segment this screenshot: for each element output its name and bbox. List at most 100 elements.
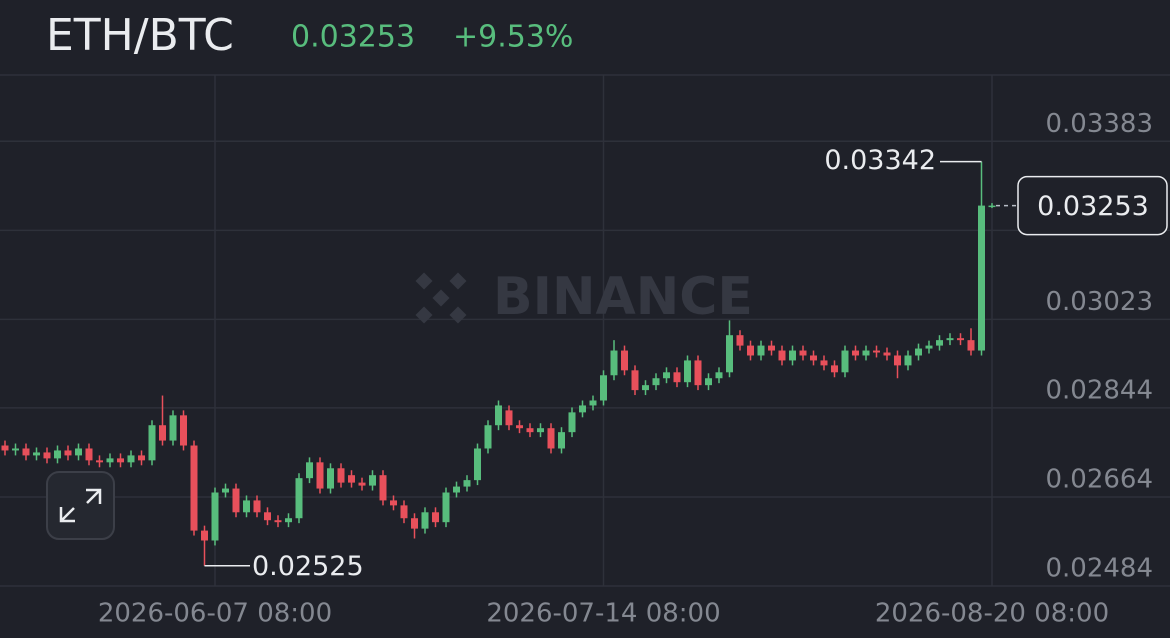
candle-body	[232, 488, 240, 513]
candle-body	[306, 462, 313, 479]
expand-icon	[59, 488, 102, 523]
candle-body	[894, 355, 901, 366]
candle-body	[253, 500, 261, 513]
candle-body	[736, 335, 744, 346]
candle-body	[526, 428, 534, 433]
candle-body	[726, 335, 733, 373]
candle-body	[106, 458, 114, 463]
candle-body	[831, 365, 838, 373]
candle-body	[474, 448, 481, 481]
candle-body	[873, 350, 880, 353]
candle-body	[264, 512, 271, 521]
candle-body	[54, 450, 61, 459]
candle-body	[684, 360, 691, 383]
candle-body	[705, 378, 712, 386]
candle-body	[631, 370, 639, 391]
candle-body	[85, 448, 93, 461]
candle-body	[505, 410, 513, 426]
candle-body	[484, 425, 492, 449]
candle-body	[537, 428, 544, 433]
x-tick-label: 2026-08-20 08:00	[875, 599, 1109, 629]
y-tick-label: 0.03023	[1045, 287, 1153, 317]
candle-body	[852, 350, 859, 356]
candle-body	[348, 475, 355, 483]
candle-body	[453, 486, 460, 493]
candle-body	[778, 350, 786, 361]
candle-body	[904, 355, 912, 366]
candle-body	[516, 425, 523, 429]
y-tick-label: 0.02484	[1045, 554, 1153, 584]
candle-body	[610, 350, 618, 376]
candle-body	[820, 360, 828, 366]
max-label: 0.03342	[824, 145, 936, 176]
y-tick-label: 0.03383	[1045, 109, 1153, 139]
candle-body	[337, 468, 345, 483]
expand-button[interactable]	[46, 471, 115, 540]
candle-body	[117, 458, 124, 463]
candle-body	[589, 400, 597, 406]
header-change: +9.53%	[453, 20, 573, 55]
candle-body	[789, 350, 796, 361]
candle-body	[621, 350, 628, 371]
expand-button-frame[interactable]	[46, 471, 115, 540]
candle-body	[411, 518, 418, 529]
header-price: 0.03253	[291, 20, 415, 55]
candle-body	[243, 500, 250, 513]
candle-body	[988, 205, 996, 208]
min-label: 0.02525	[252, 551, 364, 582]
candle-body	[379, 475, 387, 501]
candle-body	[169, 415, 177, 441]
candle-body	[148, 425, 156, 461]
candle-body	[862, 350, 870, 356]
current-price-box	[1017, 175, 1168, 236]
candle-body	[747, 345, 754, 356]
candle-body	[642, 385, 649, 391]
candle-body	[22, 448, 30, 456]
candle-body	[75, 448, 82, 456]
candle-body	[810, 355, 817, 361]
current-price-label: 0.03253	[1037, 191, 1149, 222]
plot	[1, 161, 996, 566]
candle-body	[463, 480, 471, 487]
candle-body	[96, 460, 103, 463]
candle-body	[222, 488, 229, 493]
candle-body	[652, 378, 660, 386]
candle-body	[64, 450, 72, 456]
y-tick-label: 0.02844	[1045, 375, 1153, 405]
candle-body	[579, 405, 586, 413]
candle-body	[568, 412, 576, 433]
candle-body	[1, 445, 9, 451]
candle-body	[316, 462, 324, 489]
candle-body	[957, 338, 964, 341]
candle-body	[799, 350, 807, 356]
candle-body	[841, 350, 849, 373]
candle-body	[936, 340, 943, 346]
candle-body	[285, 518, 292, 523]
watermark-text: BINANCE	[493, 267, 753, 327]
candle-body	[495, 405, 502, 426]
candle-body	[558, 432, 565, 449]
candle-body	[547, 428, 555, 449]
candle-body	[673, 372, 681, 383]
overlay: 0.03342 0.02525 0.03253	[204, 145, 1168, 582]
candle-body	[915, 348, 922, 356]
candle-body	[295, 478, 303, 519]
candle-body	[925, 345, 933, 349]
candle-body	[400, 505, 408, 519]
candle-body	[390, 500, 397, 506]
candle-body	[967, 340, 975, 351]
candle-body	[432, 512, 439, 523]
candle-body	[327, 468, 334, 489]
candle-body	[883, 352, 891, 356]
candle-body	[946, 338, 954, 341]
candle-body	[358, 482, 366, 486]
candle-body	[274, 520, 282, 523]
candle-body	[663, 372, 670, 379]
candle-body	[159, 425, 166, 441]
candle-body	[757, 345, 765, 356]
candle-body	[600, 375, 607, 401]
candle-body	[715, 372, 723, 379]
candle-body	[978, 205, 985, 351]
